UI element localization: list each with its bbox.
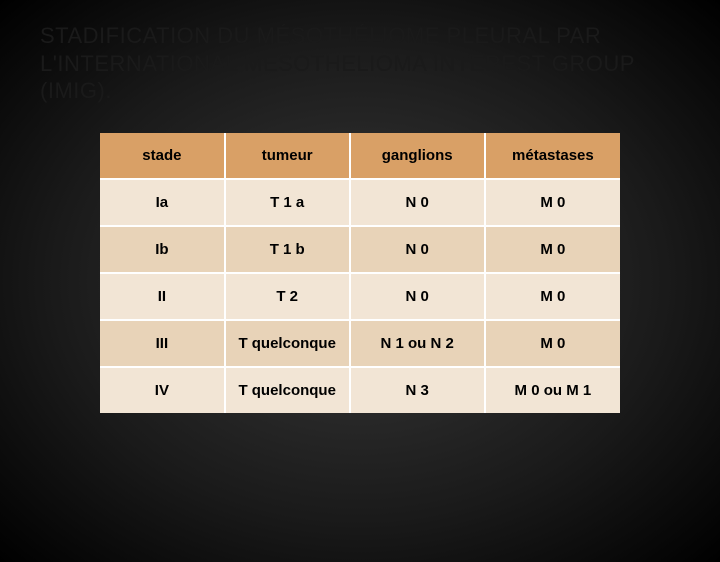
col-header-metastases: métastases	[485, 133, 620, 179]
cell-stade: Ia	[100, 179, 225, 226]
cell-metastases: M 0	[485, 226, 620, 273]
cell-stade: II	[100, 273, 225, 320]
cell-ganglions: N 0	[350, 226, 485, 273]
cell-metastases: M 0	[485, 273, 620, 320]
cell-ganglions: N 0	[350, 179, 485, 226]
cell-ganglions: N 1 ou N 2	[350, 320, 485, 367]
table-row: III T quelconque N 1 ou N 2 M 0	[100, 320, 620, 367]
cell-metastases: M 0	[485, 320, 620, 367]
col-header-tumeur: tumeur	[225, 133, 350, 179]
col-header-stade: stade	[100, 133, 225, 179]
col-header-ganglions: ganglions	[350, 133, 485, 179]
cell-ganglions: N 0	[350, 273, 485, 320]
table-row: II T 2 N 0 M 0	[100, 273, 620, 320]
cell-tumeur: T 1 a	[225, 179, 350, 226]
staging-table-container: stade tumeur ganglions métastases Ia T 1…	[100, 133, 620, 413]
cell-stade: IV	[100, 367, 225, 413]
cell-ganglions: N 3	[350, 367, 485, 413]
table-row: IV T quelconque N 3 M 0 ou M 1	[100, 367, 620, 413]
cell-metastases: M 0	[485, 179, 620, 226]
table-row: Ia T 1 a N 0 M 0	[100, 179, 620, 226]
cell-tumeur: T 2	[225, 273, 350, 320]
cell-stade: Ib	[100, 226, 225, 273]
table-row: Ib T 1 b N 0 M 0	[100, 226, 620, 273]
staging-table: stade tumeur ganglions métastases Ia T 1…	[100, 133, 620, 413]
table-header-row: stade tumeur ganglions métastases	[100, 133, 620, 179]
page-title: STADIFICATION DU MÉSOTHÉLIOME PLEURAL PA…	[40, 22, 680, 105]
cell-metastases: M 0 ou M 1	[485, 367, 620, 413]
cell-tumeur: T quelconque	[225, 320, 350, 367]
cell-stade: III	[100, 320, 225, 367]
cell-tumeur: T 1 b	[225, 226, 350, 273]
cell-tumeur: T quelconque	[225, 367, 350, 413]
